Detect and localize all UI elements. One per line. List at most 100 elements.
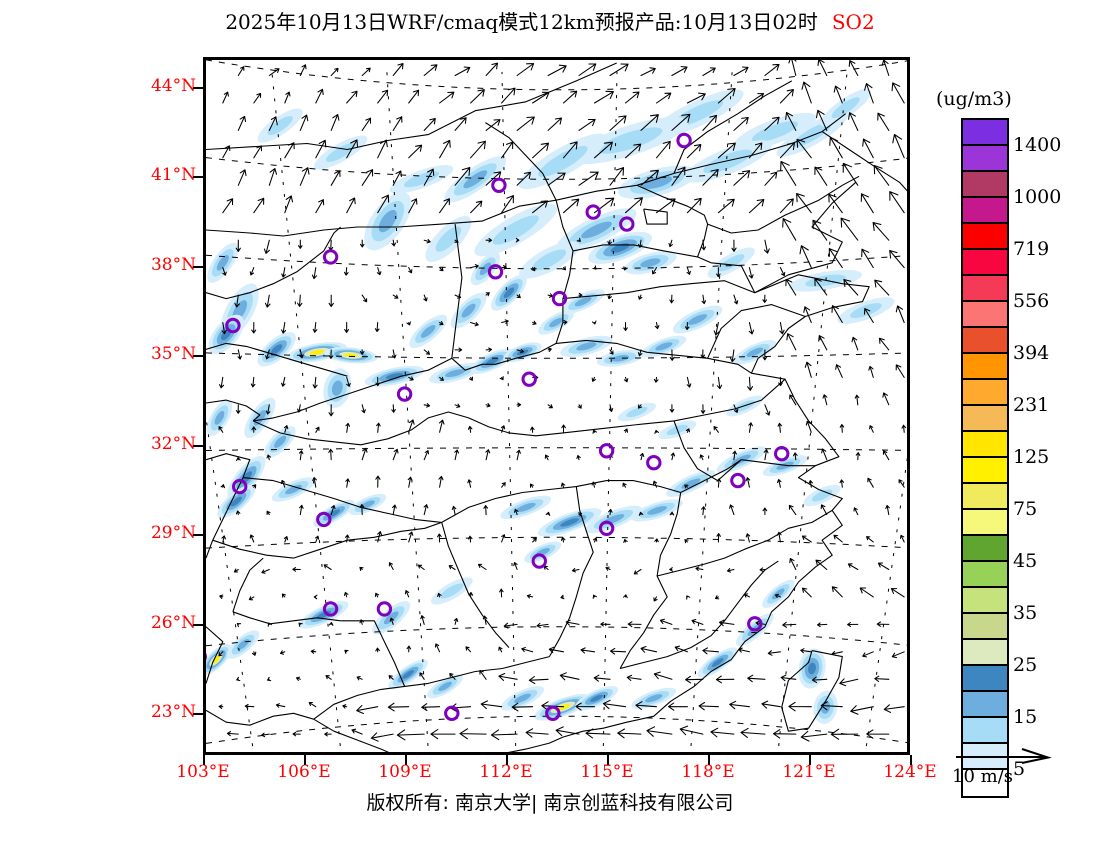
wind-vector-arrow	[731, 239, 737, 252]
wind-vector-arrow	[237, 169, 247, 186]
so2-contour-band	[687, 314, 708, 325]
city-station-marker[interactable]	[376, 601, 393, 617]
colorbar-swatch[interactable]	[963, 640, 1007, 666]
wind-vector-arrow	[330, 67, 339, 77]
wind-vector-arrow	[406, 645, 412, 653]
wind-vector-arrow	[607, 294, 612, 300]
boundary-line	[212, 521, 442, 559]
colorbar-swatch[interactable]	[963, 666, 1007, 692]
city-station-marker[interactable]	[730, 472, 746, 489]
so2-contour-band	[285, 484, 302, 495]
city-station-marker[interactable]	[322, 249, 339, 265]
wind-vector-arrow	[895, 305, 905, 324]
colorbar-swatch[interactable]	[963, 562, 1007, 588]
wind-vector-arrow	[548, 646, 565, 654]
wind-vector-arrow	[547, 404, 553, 409]
wind-vector-arrow	[423, 450, 430, 461]
wind-vector-arrow	[470, 264, 479, 269]
colorbar-swatch[interactable]	[963, 458, 1007, 484]
colorbar-swatch[interactable]	[963, 484, 1007, 510]
colorbar[interactable]	[961, 118, 1009, 798]
boundary-line	[741, 459, 816, 467]
colorbar-swatch[interactable]	[963, 588, 1007, 614]
city-station-marker[interactable]	[676, 132, 692, 149]
lon-tick-label: 112°E	[479, 762, 533, 782]
city-station-marker[interactable]	[316, 511, 332, 528]
so2-contour-band	[331, 380, 343, 396]
city-station-marker[interactable]	[747, 616, 763, 632]
city-station-marker[interactable]	[444, 705, 460, 721]
colorbar-swatch[interactable]	[963, 510, 1007, 536]
wind-vector-arrow	[298, 450, 304, 461]
wind-vector-arrow	[234, 294, 240, 308]
colorbar-swatch[interactable]	[963, 432, 1007, 458]
city-station-marker[interactable]	[487, 264, 504, 280]
city-markers[interactable]	[206, 132, 790, 721]
wind-vector-arrow	[669, 294, 674, 304]
wind-vector-arrow	[732, 450, 737, 461]
wind-vector-arrow	[453, 617, 459, 625]
colorbar-swatch[interactable]	[963, 380, 1007, 406]
wind-vector-arrow	[685, 428, 691, 433]
city-station-marker[interactable]	[774, 446, 790, 462]
wind-vector-arrow	[377, 139, 388, 159]
map-plot-area[interactable]	[203, 57, 910, 755]
city-station-marker[interactable]	[646, 455, 662, 471]
wind-vector-arrow	[439, 91, 455, 104]
colorbar-swatch[interactable]	[963, 770, 1007, 796]
wind-vector-arrow	[555, 726, 580, 737]
city-station-marker[interactable]	[598, 443, 615, 459]
wind-vector-arrow	[501, 265, 507, 270]
colorbar-swatch[interactable]	[963, 198, 1007, 224]
city-station-marker[interactable]	[491, 177, 507, 194]
city-station-marker[interactable]	[619, 216, 635, 232]
city-station-marker[interactable]	[585, 204, 601, 220]
colorbar-swatch[interactable]	[963, 354, 1007, 380]
city-station-marker[interactable]	[322, 601, 339, 617]
colorbar-swatch[interactable]	[963, 718, 1007, 744]
wind-vector-arrow	[847, 621, 859, 627]
wind-vector-arrow	[392, 448, 399, 461]
wind-vector-arrow	[324, 731, 332, 737]
wind-vector-arrow	[244, 703, 255, 709]
colorbar-swatch[interactable]	[963, 276, 1007, 302]
city-station-marker[interactable]	[521, 371, 537, 387]
city-station-marker[interactable]	[551, 290, 568, 307]
city-station-marker[interactable]	[396, 386, 413, 402]
wind-vector-arrow	[268, 68, 280, 77]
wind-vector-arrow	[674, 645, 688, 653]
wind-vector-arrow	[745, 533, 751, 543]
wind-vector-arrow	[439, 376, 444, 381]
wind-vector-arrow	[547, 172, 566, 186]
wind-vector-arrow	[695, 566, 704, 572]
lon-tick-label: 118°E	[681, 762, 735, 782]
colorbar-swatch[interactable]	[963, 302, 1007, 328]
colorbar-swatch[interactable]	[963, 120, 1007, 146]
colorbar-swatch[interactable]	[963, 224, 1007, 250]
wind-vector-arrow	[479, 669, 487, 680]
colorbar-swatch[interactable]	[963, 536, 1007, 562]
wind-vector-arrow	[782, 218, 797, 241]
colorbar-swatch[interactable]	[963, 328, 1007, 354]
colorbar-tick-label: 231	[1013, 394, 1050, 416]
lon-tick-label: 115°E	[580, 762, 634, 782]
city-station-marker[interactable]	[545, 705, 561, 721]
wind-vector-arrow	[839, 423, 845, 433]
wind-vector-arrow	[389, 617, 395, 625]
colorbar-swatch[interactable]	[963, 172, 1007, 198]
city-station-marker[interactable]	[531, 553, 547, 569]
city-station-marker[interactable]	[232, 478, 248, 495]
colorbar-swatch[interactable]	[963, 692, 1007, 718]
wind-vector-arrow	[375, 647, 380, 653]
colorbar-swatch[interactable]	[963, 250, 1007, 276]
wind-vector-arrow	[861, 248, 874, 269]
city-station-marker[interactable]	[225, 317, 241, 334]
wind-vector-arrow	[890, 588, 905, 598]
wind-vector-arrow	[578, 292, 583, 298]
colorbar-swatch[interactable]	[963, 614, 1007, 640]
wind-vector-arrow	[653, 596, 658, 602]
city-station-marker[interactable]	[598, 520, 615, 536]
wind-vector-arrow	[779, 198, 794, 214]
colorbar-swatch[interactable]	[963, 406, 1007, 432]
colorbar-swatch[interactable]	[963, 146, 1007, 172]
